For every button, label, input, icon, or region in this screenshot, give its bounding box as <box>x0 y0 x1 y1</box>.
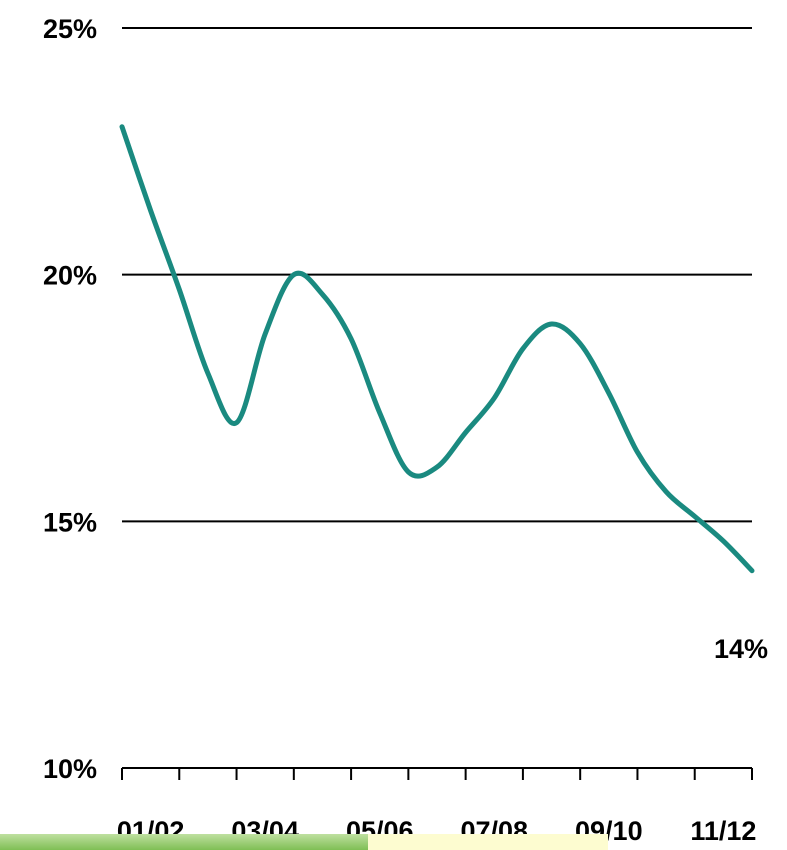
end-value-label: 14% <box>714 634 768 664</box>
y-tick-label-10: 10% <box>43 754 97 784</box>
x-tick-label-11-12: 11/12 <box>690 816 756 846</box>
bottom-decor-band-yellow <box>368 834 608 850</box>
x-axis <box>121 767 753 780</box>
bottom-decor-band-green <box>0 834 368 850</box>
y-tick-label-15: 15% <box>43 507 97 537</box>
y-tick-label-25: 25% <box>43 14 97 44</box>
y-tick-labels: 25% 20% 15% 10% <box>43 14 97 784</box>
gridlines <box>122 27 752 523</box>
series-line-0 <box>119 124 755 574</box>
y-tick-label-20: 20% <box>43 261 97 291</box>
series-lines <box>119 124 755 574</box>
